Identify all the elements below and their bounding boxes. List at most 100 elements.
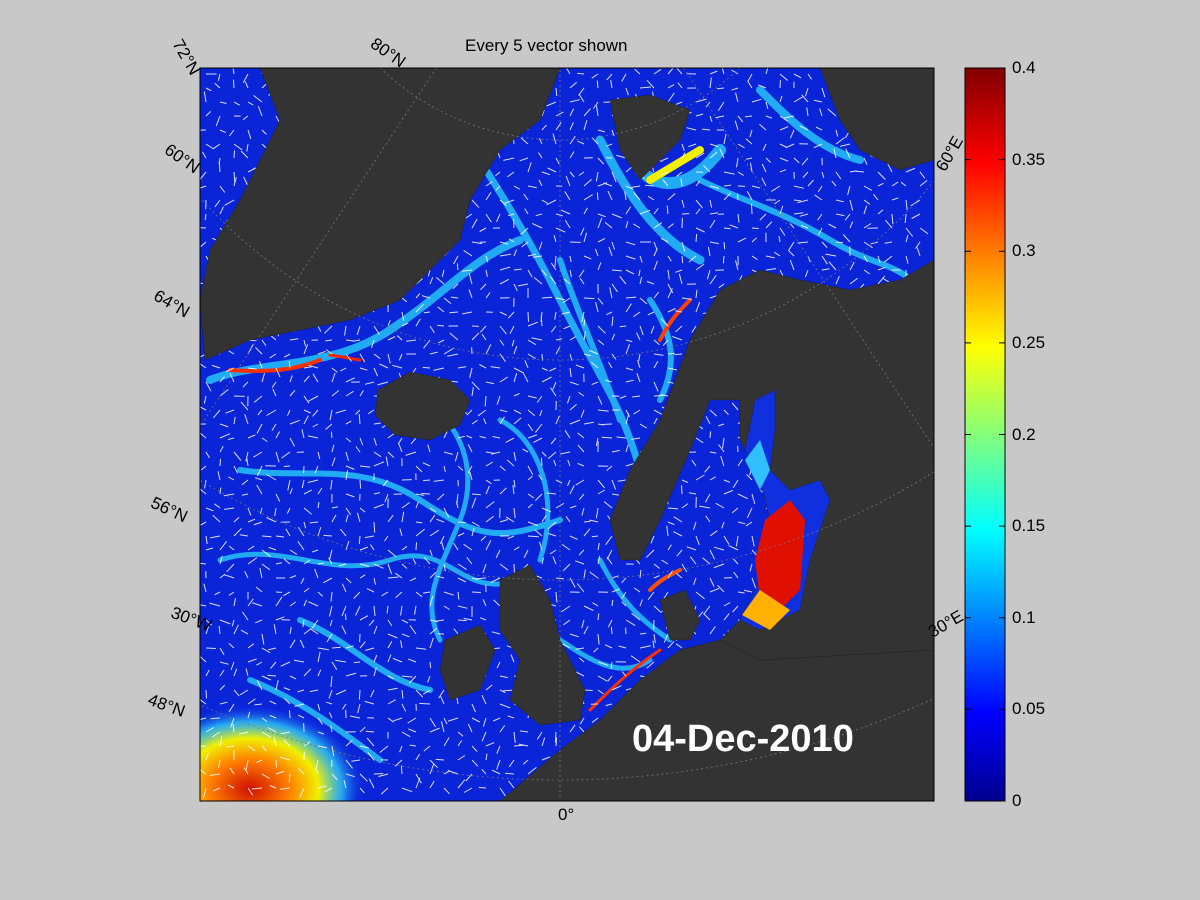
vector-arrow xyxy=(256,423,263,434)
vector-arrow xyxy=(269,785,277,789)
vector-arrow xyxy=(797,199,809,204)
vector-arrow xyxy=(522,448,529,453)
vector-arrow xyxy=(302,619,305,628)
vector-arrow xyxy=(499,703,511,709)
vector-arrow xyxy=(801,157,809,166)
vector-arrow xyxy=(228,703,235,713)
vector-arrow xyxy=(819,108,823,117)
vector-arrow xyxy=(356,512,361,523)
vector-arrow xyxy=(562,563,571,572)
vector-arrow xyxy=(495,549,501,559)
vector-arrow xyxy=(471,703,476,713)
vector-arrow xyxy=(905,167,915,173)
vector-arrow xyxy=(583,194,593,201)
vector-arrow xyxy=(280,731,291,735)
vector-arrow xyxy=(448,717,459,722)
vector-arrow xyxy=(653,409,663,416)
vector-arrow xyxy=(695,233,698,243)
vector-arrow xyxy=(289,488,293,495)
vector-arrow xyxy=(325,423,333,430)
vector-arrow xyxy=(660,237,669,243)
vector-arrow xyxy=(579,717,585,725)
vector-arrow xyxy=(717,584,725,593)
vector-arrow xyxy=(709,549,716,560)
vector-arrow xyxy=(242,115,249,121)
vector-arrow xyxy=(261,339,267,346)
vector-arrow xyxy=(825,253,837,257)
vector-arrow xyxy=(561,543,571,551)
vector-arrow xyxy=(681,199,685,208)
vector-arrow xyxy=(385,456,389,467)
vector-arrow xyxy=(621,73,627,82)
vector-arrow xyxy=(723,479,731,483)
vector-arrow xyxy=(508,780,515,789)
vector-arrow xyxy=(331,457,336,467)
vector-arrow xyxy=(373,461,385,467)
vector-arrow xyxy=(709,577,715,587)
vector-arrow xyxy=(813,143,823,149)
vector-arrow xyxy=(737,237,747,243)
vector-arrow xyxy=(421,295,431,299)
vector-arrow xyxy=(702,128,711,131)
vector-arrow xyxy=(275,596,283,607)
vector-arrow xyxy=(303,559,311,565)
vector-arrow xyxy=(401,731,411,738)
vector-arrow xyxy=(438,339,445,344)
map-title: Every 5 vector shown xyxy=(465,36,628,55)
vector-arrow xyxy=(409,675,417,684)
vector-arrow xyxy=(289,338,299,341)
vector-arrow xyxy=(562,643,571,649)
vector-arrow xyxy=(373,325,380,335)
vector-arrow xyxy=(779,115,788,122)
vector-arrow xyxy=(401,633,410,638)
map-frame xyxy=(199,67,935,802)
vector-arrow xyxy=(203,583,207,593)
vector-arrow xyxy=(625,255,636,260)
vector-arrow xyxy=(415,293,421,299)
vector-arrow xyxy=(233,527,242,537)
vector-arrow xyxy=(639,599,643,607)
vector-arrow xyxy=(534,493,543,501)
vector-arrow xyxy=(275,431,280,439)
vector-arrow xyxy=(247,557,258,565)
vector-arrow xyxy=(512,484,515,495)
vector-arrow xyxy=(663,633,669,643)
vector-arrow xyxy=(891,213,894,225)
vector-arrow xyxy=(618,645,627,649)
vector-arrow xyxy=(341,605,347,617)
vector-arrow xyxy=(373,422,381,425)
vector-arrow xyxy=(241,611,249,621)
vector-arrow xyxy=(443,787,450,795)
vector-arrow xyxy=(330,591,333,602)
vector-arrow xyxy=(480,283,487,290)
vector-arrow xyxy=(429,351,438,355)
vector-arrow xyxy=(509,325,515,334)
vector-arrow xyxy=(686,546,697,551)
vector-arrow xyxy=(660,171,669,176)
vector-arrow xyxy=(210,717,221,720)
vector-arrow xyxy=(228,350,235,355)
vector-arrow xyxy=(308,364,319,369)
vector-arrow xyxy=(583,625,589,635)
vector-arrow xyxy=(751,535,755,547)
vector-arrow xyxy=(202,787,207,799)
vector-arrow xyxy=(405,451,417,456)
vector-arrow xyxy=(303,668,312,677)
vector-arrow xyxy=(597,661,609,666)
vector-arrow xyxy=(610,661,613,670)
vector-arrow xyxy=(715,115,725,119)
vector-arrow xyxy=(309,521,319,524)
vector-arrow xyxy=(297,541,305,551)
vector-arrow xyxy=(289,389,296,397)
vector-arrow xyxy=(625,206,632,215)
vector-arrow xyxy=(303,599,307,607)
vector-arrow xyxy=(523,549,529,559)
colorbar-tick-label: 0.2 xyxy=(1012,424,1036,444)
vector-arrow xyxy=(550,276,557,285)
vector-arrow xyxy=(604,222,613,229)
vector-arrow xyxy=(693,521,697,531)
vector-arrow xyxy=(317,703,321,711)
vector-arrow xyxy=(789,259,795,271)
vector-arrow xyxy=(591,73,599,79)
vector-arrow xyxy=(789,129,795,139)
